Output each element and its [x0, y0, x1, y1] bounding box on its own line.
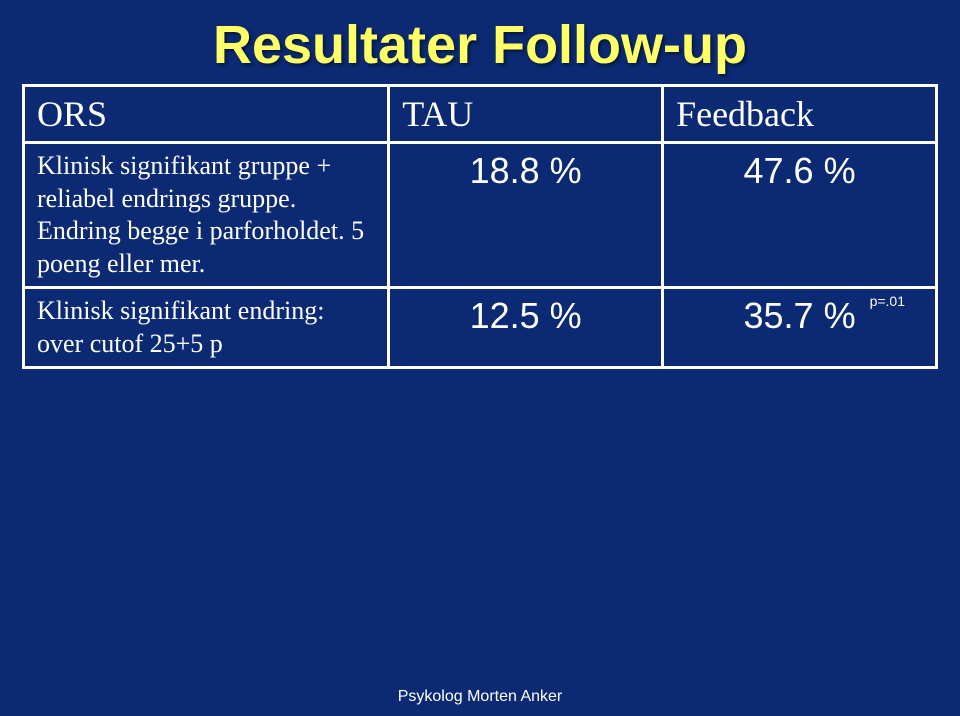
results-table: ORS TAU Feedback Klinisk signifikant gru… [22, 84, 938, 369]
header-tau: TAU [389, 86, 663, 143]
value-text: 47.6 % [676, 150, 923, 192]
value-text: 12.5 % [402, 295, 649, 337]
tau-value: 12.5 % [389, 288, 663, 368]
tau-value: 18.8 % [389, 143, 663, 288]
header-feedback: Feedback [663, 86, 937, 143]
footer-credit: Psykolog Morten Anker [0, 688, 960, 706]
feedback-value: p=.01 35.7 % [663, 288, 937, 368]
header-ors: ORS [24, 86, 389, 143]
table-row: Klinisk signifikant gruppe + reliabel en… [24, 143, 937, 288]
row-label: Klinisk signifikant endring: over cutof … [24, 288, 389, 368]
p-note: p=.01 [870, 293, 905, 309]
row-label: Klinisk signifikant gruppe + reliabel en… [24, 143, 389, 288]
feedback-value: 47.6 % [663, 143, 937, 288]
table-header-row: ORS TAU Feedback [24, 86, 937, 143]
slide-title: Resultater Follow-up [0, 0, 960, 84]
value-text: 18.8 % [402, 150, 649, 192]
table-row: Klinisk signifikant endring: over cutof … [24, 288, 937, 368]
